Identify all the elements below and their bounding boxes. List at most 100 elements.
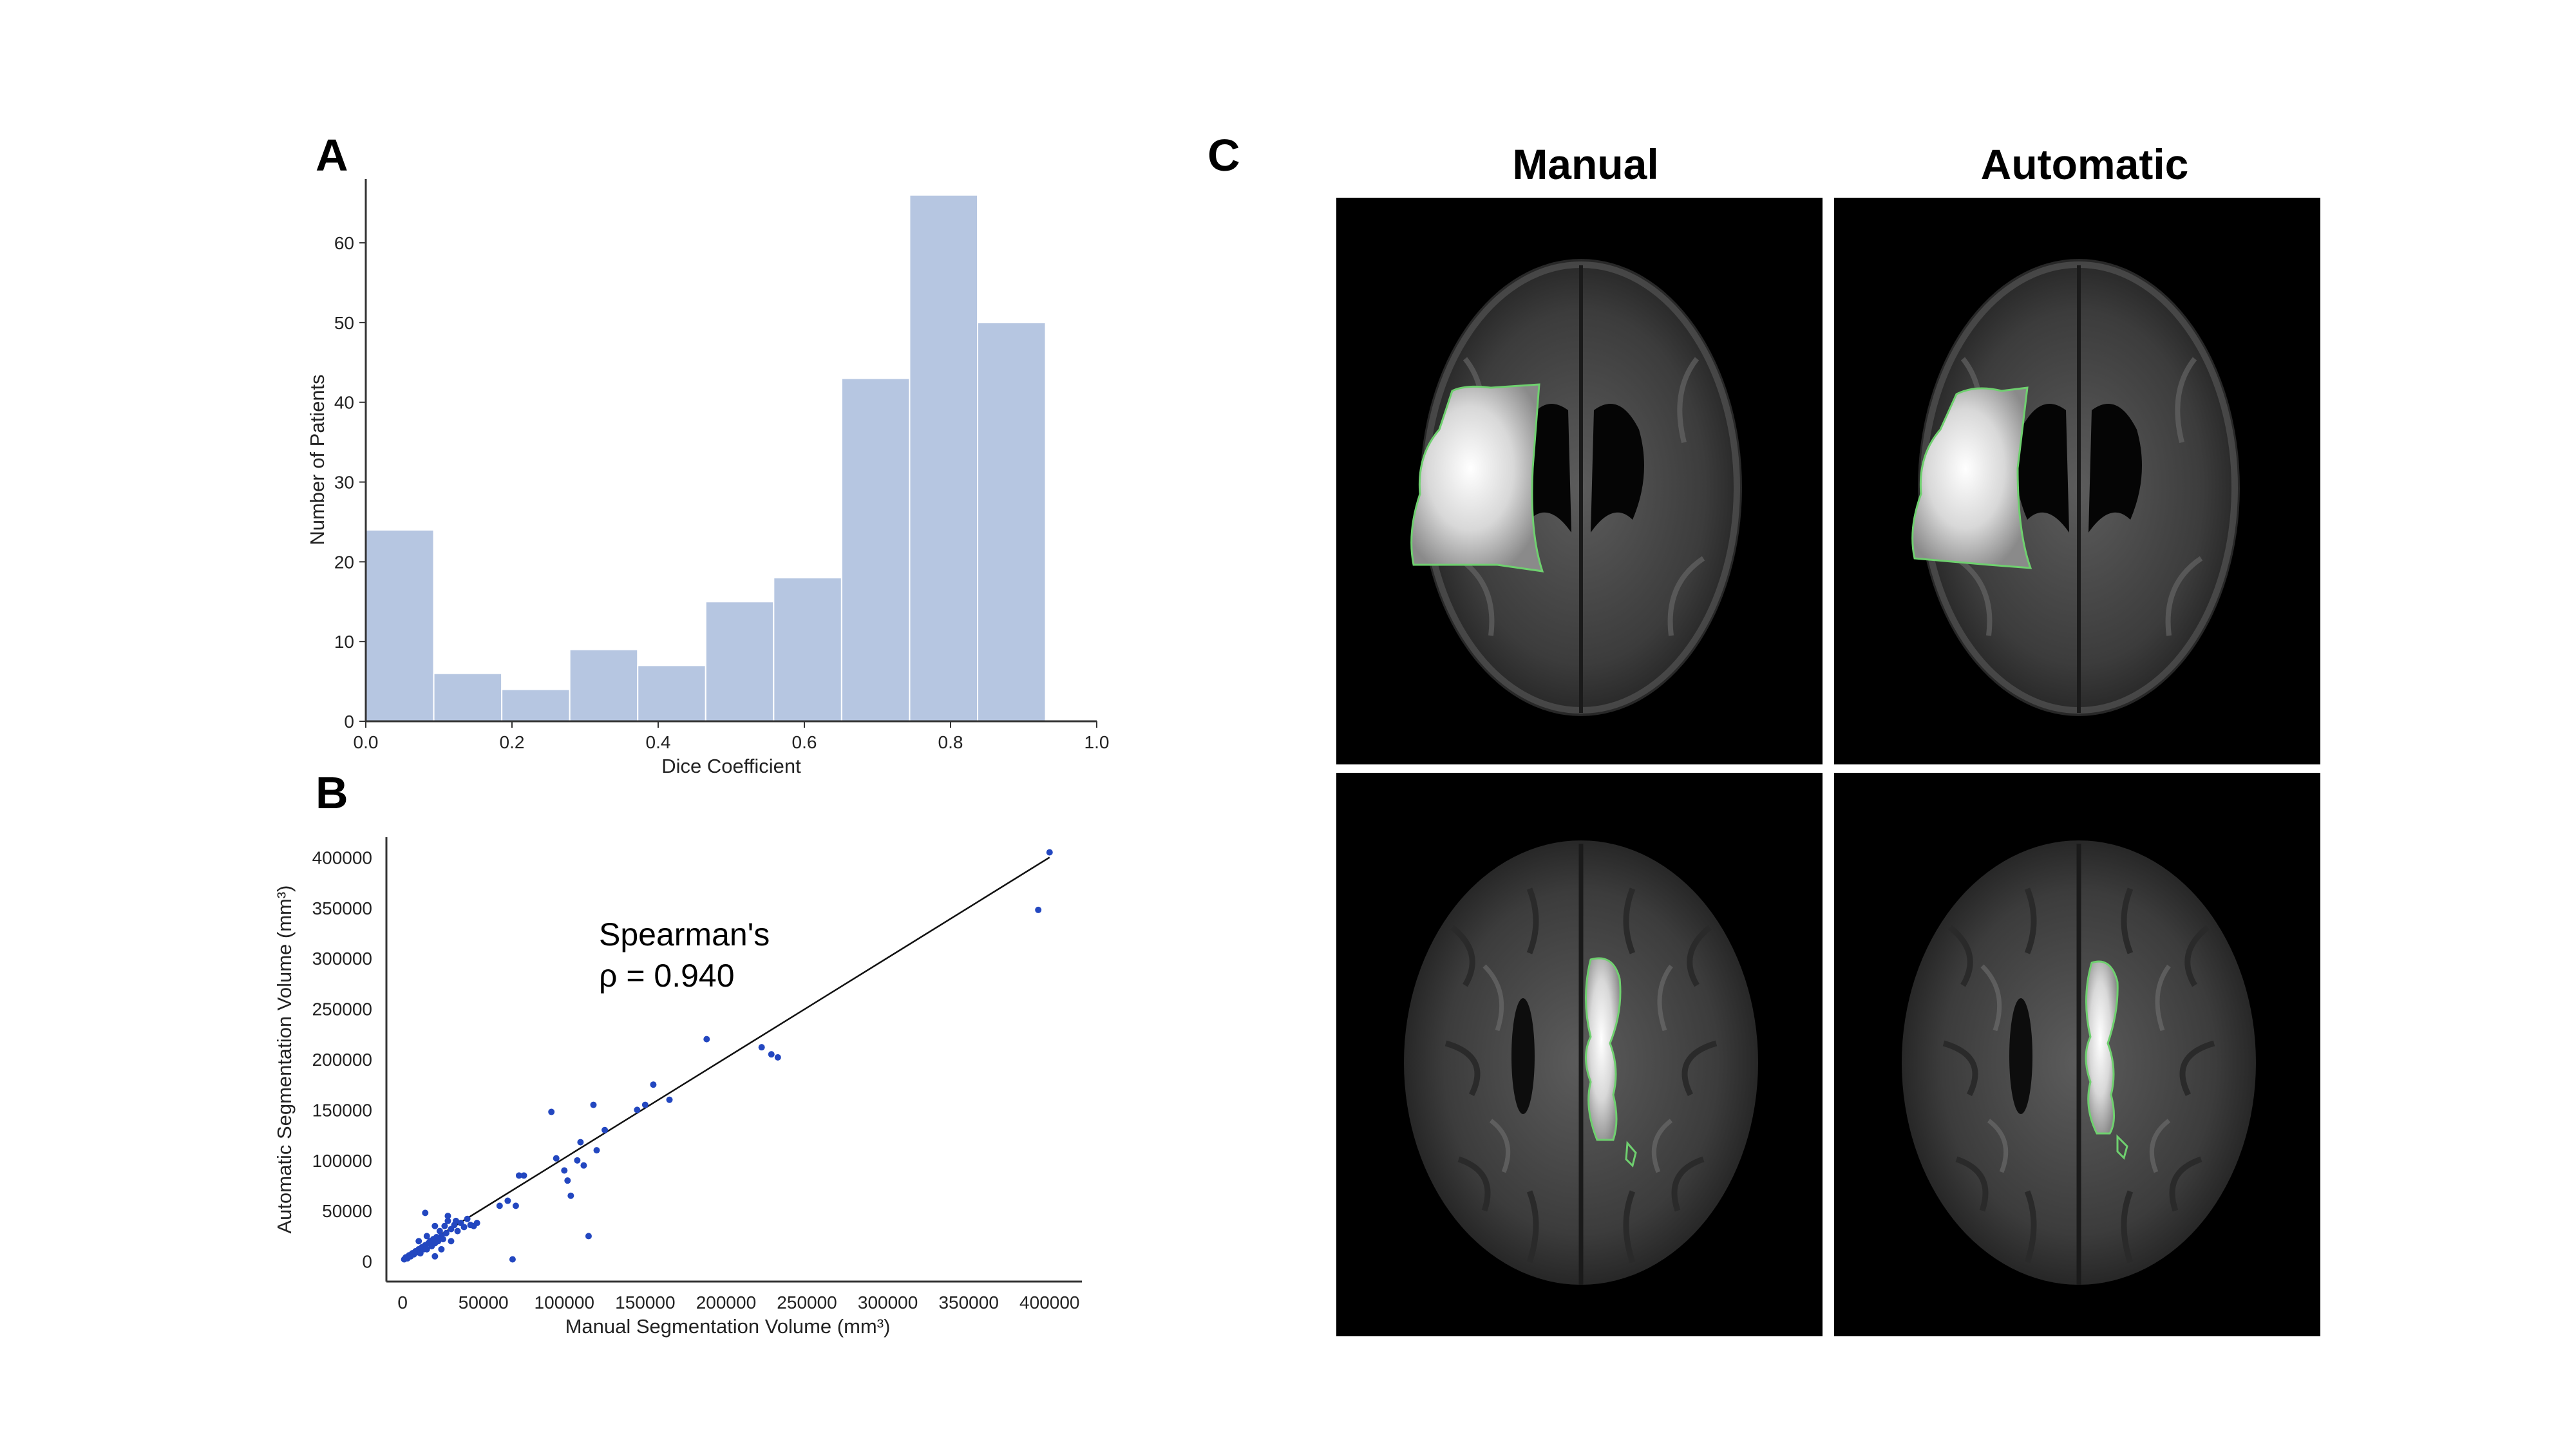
column-header-automatic: Automatic [1981, 140, 2189, 188]
fit-line [402, 857, 1050, 1259]
histogram-bar [365, 529, 435, 723]
histogram-bar [705, 601, 775, 722]
scatter-point [585, 1233, 592, 1240]
x-tick-label: 50000 [459, 1293, 509, 1312]
scatter-point [512, 1202, 519, 1209]
histogram-bar [637, 665, 706, 722]
scatter-point [415, 1238, 422, 1245]
scatter-point [1035, 906, 1042, 913]
scatter-point [431, 1253, 439, 1260]
scatter-point [453, 1217, 459, 1224]
y-tick-label: 60 [334, 233, 354, 253]
y-tick-label: 40 [334, 393, 354, 413]
scatter-point [548, 1108, 555, 1115]
brain-mri-image [1404, 840, 1758, 1285]
scatter-point [574, 1157, 581, 1164]
scatter-point [444, 1217, 451, 1224]
mri-bottom-automatic [1834, 773, 2320, 1336]
scatter-point [423, 1245, 430, 1253]
scatter-point [435, 1238, 442, 1245]
scatter-point [473, 1220, 480, 1227]
x-tick-label: 0.4 [646, 732, 671, 752]
scatter-point [634, 1106, 641, 1113]
panel-c-label: C [1208, 130, 1240, 180]
scatter-point [564, 1177, 571, 1184]
lesion-contour [1585, 957, 1622, 1141]
histogram-bar [976, 321, 1046, 723]
x-tick-label: 350000 [938, 1293, 998, 1312]
scatter-point [567, 1192, 574, 1199]
mri-top-automatic [1834, 198, 2320, 764]
spearman-label: Spearman's [599, 916, 770, 952]
y-tick-label: 0 [362, 1252, 372, 1272]
scatter-point [439, 1236, 446, 1243]
scatter-point [1046, 849, 1053, 856]
scatter-point [423, 1233, 430, 1240]
histogram-bar [773, 577, 842, 723]
x-axis-title: Manual Segmentation Volume (mm³) [565, 1315, 891, 1338]
scatter-point [774, 1054, 781, 1061]
scatter-point [768, 1051, 775, 1058]
x-tick-label: 0.6 [792, 732, 817, 752]
lesion-contour [1410, 383, 1544, 573]
scatter-point [593, 1147, 600, 1154]
histogram-chart: 0.0 0.2 0.4 0.6 0.8 1.0 0 10 20 30 40 50 60 Dice Coef… [306, 179, 1109, 777]
y-tick-label: 50000 [322, 1201, 372, 1221]
x-tick-label: 0 [397, 1293, 408, 1312]
brain-mri-image [1902, 840, 2256, 1285]
histogram-bar [909, 194, 978, 722]
y-tick-label: 400000 [312, 848, 372, 867]
scatter-point [590, 1101, 597, 1108]
scatter-point [444, 1213, 451, 1220]
mri-top-manual [1336, 198, 1823, 764]
scatter-point [460, 1224, 468, 1231]
lesion-contour [2085, 960, 2119, 1135]
y-axis-title: Number of Patients [306, 374, 328, 545]
scatter-chart: 0 50000 100000 150000 200000 250000 300000 3500… [273, 837, 1082, 1338]
histogram-bar [840, 377, 911, 722]
scatter-point [431, 1222, 439, 1229]
y-tick-label: 100000 [312, 1151, 372, 1171]
scatter-point [758, 1044, 765, 1051]
x-tick-label: 250000 [777, 1293, 837, 1312]
scatter-point [641, 1101, 649, 1108]
x-tick-label: 0.2 [500, 732, 525, 752]
histogram-bar [569, 649, 639, 723]
y-tick-label: 150000 [312, 1100, 372, 1120]
scatter-point [504, 1197, 511, 1204]
scatter-point [448, 1238, 455, 1245]
scatter-point [577, 1139, 584, 1146]
scatter-point [580, 1162, 587, 1169]
scatter-point [442, 1229, 450, 1236]
y-tick-label: 350000 [312, 898, 372, 918]
x-tick-label: 300000 [858, 1293, 918, 1312]
histogram-bar [501, 688, 571, 722]
x-axis-title: Dice Coefficient [661, 755, 801, 777]
scatter-point [454, 1227, 461, 1235]
scatter-point [520, 1172, 527, 1179]
scatter-point [422, 1209, 429, 1217]
x-tick-label: 100000 [535, 1293, 594, 1312]
y-tick-label: 0 [344, 712, 354, 732]
scatter-point [561, 1167, 568, 1174]
y-tick-label: 50 [334, 313, 354, 333]
y-tick-label: 30 [334, 473, 354, 493]
scatter-point [553, 1155, 560, 1162]
y-tick-label: 20 [334, 552, 354, 572]
histogram-bar [433, 672, 503, 723]
x-tick-label: 0.0 [354, 732, 379, 752]
mri-bottom-manual [1336, 773, 1823, 1336]
y-tick-label: 300000 [312, 949, 372, 969]
x-tick-label: 150000 [615, 1293, 675, 1312]
lesion-contour [1911, 386, 2032, 569]
scatter-point [703, 1036, 710, 1043]
y-axis-title: Automatic Segmentation Volume (mm³) [273, 886, 296, 1234]
scatter-point [666, 1096, 673, 1103]
scatter-point [509, 1256, 516, 1263]
scatter-point [650, 1081, 657, 1088]
y-tick-label: 250000 [312, 999, 372, 1019]
scatter-point [601, 1126, 609, 1133]
spearman-rho: ρ = 0.940 [599, 958, 735, 994]
panel-a-label: A [316, 130, 348, 180]
